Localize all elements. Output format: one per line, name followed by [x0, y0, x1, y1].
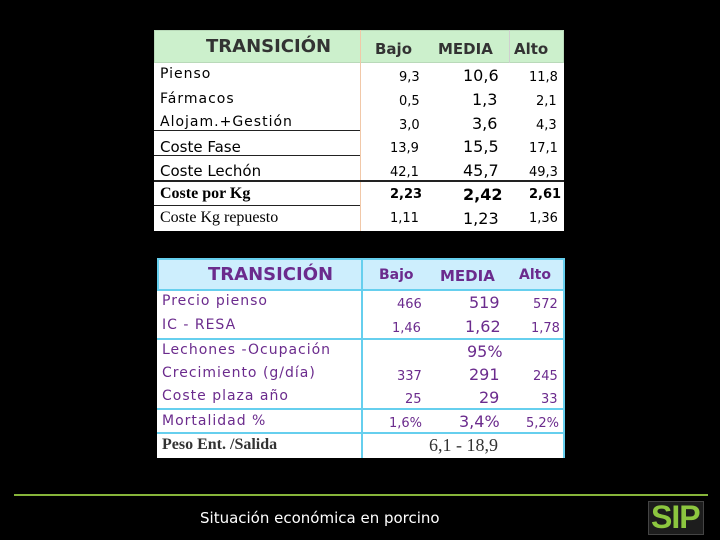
value-low: 337: [397, 369, 422, 384]
value-high: 11,8: [529, 70, 558, 85]
value-high: 2,1: [536, 94, 557, 109]
value-low: 1,46: [392, 321, 421, 336]
value-mid: 95%: [467, 342, 503, 361]
row-label: Fármacos: [160, 91, 235, 107]
value-low: 25: [405, 392, 422, 407]
row-divider: [154, 180, 564, 182]
cost-table: TRANSICIÓN Bajo MEDIA Alto Pienso 9,3 10…: [154, 30, 564, 231]
row-label: Pienso: [160, 66, 212, 82]
value-low: 42,1: [390, 165, 419, 180]
value-mid: 3,4%: [459, 412, 500, 431]
col-header-mid: MEDIA: [440, 267, 495, 285]
value-mid: 1,3: [472, 90, 498, 109]
col-header-mid: MEDIA: [438, 40, 493, 58]
value-high: 33: [541, 392, 558, 407]
value-high: 4,3: [536, 118, 557, 133]
row-divider: [157, 338, 565, 340]
parameters-table: TRANSICIÓN Bajo MEDIA Alto Precio pienso…: [157, 258, 565, 458]
sip-logo-text: SIP: [651, 499, 701, 535]
row-divider: [157, 432, 565, 434]
value-mid: 1,23: [463, 209, 499, 228]
row-label: Coste Fase: [160, 138, 241, 156]
value-mid: 291: [469, 365, 500, 384]
row-label: Crecimiento (g/día): [162, 365, 316, 381]
value-mid: 1,62: [465, 317, 501, 336]
column-divider: [509, 30, 510, 63]
row-label: Coste por Kg: [160, 185, 251, 202]
value-low: 13,9: [390, 141, 419, 156]
col-header-low: Bajo: [375, 40, 413, 58]
value-mid: 45,7: [463, 161, 499, 180]
row-divider: [154, 155, 360, 156]
row-label: Mortalidad %: [162, 413, 267, 429]
column-divider: [361, 258, 363, 458]
footer-caption: Situación económica en porcino: [200, 509, 440, 527]
table-border-right: [563, 258, 565, 458]
row-divider: [157, 408, 565, 410]
column-divider: [360, 30, 361, 231]
col-header-low: Bajo: [379, 267, 414, 283]
row-divider: [154, 205, 360, 206]
value-mid: 6,1 - 18,9: [429, 435, 498, 455]
cost-table-header: [154, 30, 564, 63]
row-label: Alojam.+Gestión: [160, 114, 293, 130]
value-high: 49,3: [529, 165, 558, 180]
value-high: 1,36: [529, 211, 558, 226]
value-low: 1,11: [390, 211, 419, 226]
value-low: 1,6%: [389, 416, 423, 431]
row-label: Peso Ent. /Salida: [162, 436, 278, 453]
value-high: 2,61: [529, 187, 562, 202]
row-label: Coste plaza año: [162, 388, 289, 404]
sip-logo: SIP: [648, 499, 704, 535]
row-divider: [154, 130, 360, 131]
value-mid: 29: [479, 388, 500, 407]
row-label: Coste Lechón: [160, 162, 262, 180]
parameters-table-title: TRANSICIÓN: [208, 264, 334, 285]
col-header-high: Alto: [514, 40, 549, 58]
row-label: Coste Kg repuesto: [160, 209, 279, 226]
value-high: 572: [533, 297, 558, 312]
value-mid: 10,6: [463, 66, 499, 85]
value-low: 2,23: [390, 187, 423, 202]
cost-table-title: TRANSICIÓN: [206, 36, 332, 57]
value-high: 245: [533, 369, 558, 384]
value-high: 17,1: [529, 141, 558, 156]
value-mid: 2,42: [463, 185, 503, 204]
value-low: 3,0: [399, 118, 420, 133]
value-low: 9,3: [399, 70, 420, 85]
footer-divider: [14, 494, 708, 496]
value-high: 1,78: [531, 321, 560, 336]
value-low: 0,5: [399, 94, 420, 109]
row-label: IC - RESA: [162, 317, 237, 333]
value-mid: 519: [469, 293, 500, 312]
value-mid: 3,6: [472, 114, 498, 133]
row-label: Lechones -Ocupación: [162, 342, 332, 358]
value-mid: 15,5: [463, 137, 499, 156]
value-low: 466: [397, 297, 422, 312]
col-header-high: Alto: [519, 267, 551, 283]
value-high: 5,2%: [526, 416, 560, 431]
row-label: Precio pienso: [162, 293, 268, 309]
